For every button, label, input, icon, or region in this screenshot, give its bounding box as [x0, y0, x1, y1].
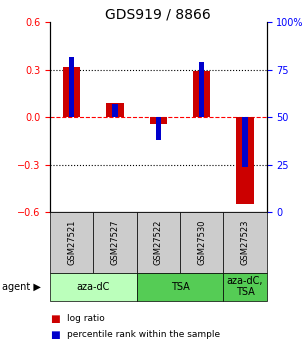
Bar: [69, 57, 74, 117]
Text: aza-dC: aza-dC: [77, 282, 110, 292]
Bar: [242, 117, 248, 167]
Text: log ratio: log ratio: [67, 314, 105, 323]
Bar: [112, 104, 118, 117]
Text: ■: ■: [50, 330, 60, 339]
Bar: [236, 117, 254, 204]
Bar: [106, 103, 124, 117]
Text: TSA: TSA: [171, 282, 189, 292]
Text: aza-dC,
TSA: aza-dC, TSA: [227, 276, 263, 297]
Text: GSM27527: GSM27527: [111, 220, 119, 265]
Title: GDS919 / 8866: GDS919 / 8866: [105, 7, 211, 21]
Bar: [199, 62, 204, 117]
Text: percentile rank within the sample: percentile rank within the sample: [67, 330, 220, 339]
Text: GSM27523: GSM27523: [241, 220, 249, 265]
Bar: [150, 117, 167, 124]
Bar: [193, 71, 210, 117]
Text: GSM27522: GSM27522: [154, 220, 163, 265]
Text: ■: ■: [50, 314, 60, 324]
Text: GSM27530: GSM27530: [197, 220, 206, 265]
Bar: [63, 67, 80, 117]
Bar: [156, 117, 161, 140]
Text: GSM27521: GSM27521: [67, 220, 76, 265]
Text: agent ▶: agent ▶: [2, 282, 40, 292]
